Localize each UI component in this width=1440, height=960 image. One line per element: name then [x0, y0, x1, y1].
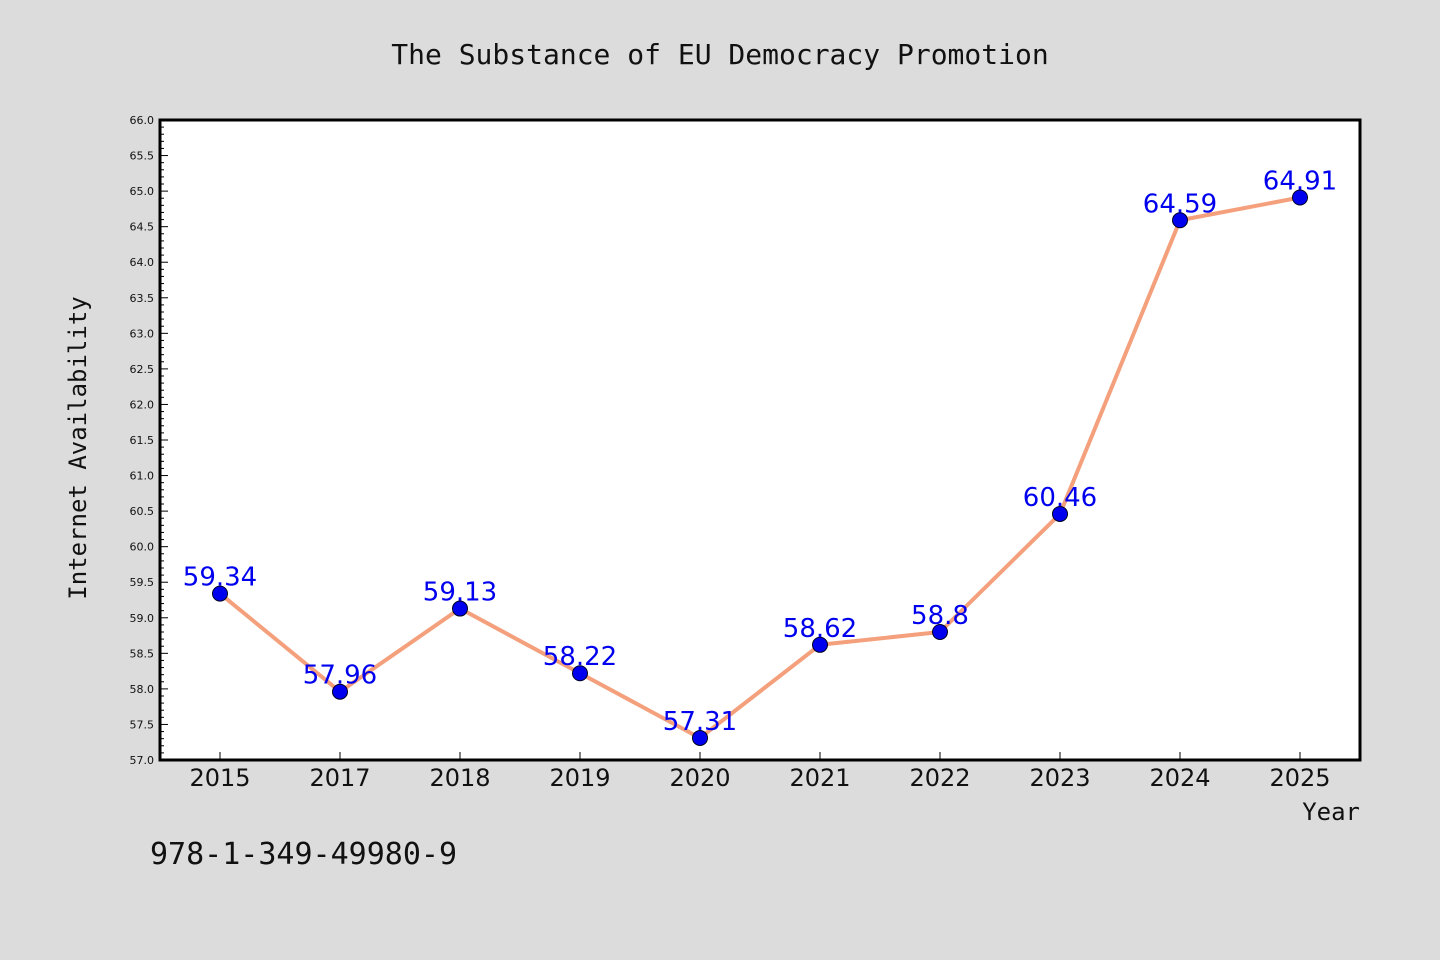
- x-tick-label: 2022: [909, 764, 970, 792]
- y-tick-label: 65.0: [130, 185, 155, 198]
- data-label: 64.91: [1263, 167, 1337, 197]
- y-tick-label: 63.5: [130, 292, 155, 305]
- data-point: [332, 683, 348, 700]
- isbn-text: 978-1-349-49980-9: [150, 837, 457, 872]
- y-tick-label: 58.5: [130, 647, 155, 660]
- y-axis-label: Internet Availability: [64, 296, 92, 599]
- data-point: [932, 624, 948, 640]
- data-label: 58.22: [543, 642, 617, 672]
- data-point: [1292, 189, 1308, 206]
- data-point: [1172, 212, 1188, 229]
- y-tick-label: 59.0: [130, 612, 155, 625]
- y-tick-label: 57.5: [130, 718, 155, 731]
- data-label: 64.59: [1143, 189, 1217, 219]
- data-point: [572, 665, 588, 682]
- y-tick-label: 60.5: [130, 505, 155, 518]
- data-label: 57.31: [663, 707, 737, 737]
- x-tick-label: 2018: [429, 764, 490, 792]
- x-tick-label: 2021: [789, 764, 850, 792]
- marker-group: [212, 189, 1308, 746]
- data-label: 60.46: [1023, 483, 1097, 513]
- data-label: 58.62: [783, 614, 857, 644]
- y-tick-label: 65.5: [130, 150, 155, 163]
- y-tick-label: 62.0: [130, 398, 155, 411]
- y-tick-label: 64.0: [130, 256, 155, 269]
- y-tick-label: 61.5: [130, 434, 155, 447]
- x-tick-label: 2017: [309, 764, 370, 792]
- data-label: 57.96: [303, 661, 377, 691]
- data-point: [812, 636, 828, 653]
- y-tick-label: 60.0: [130, 541, 155, 554]
- data-label: 59.13: [423, 578, 497, 608]
- data-label-group: 59.34 57.96 59.13 58.22 57.31 58.62 58.8 60.46 6…: [183, 167, 1337, 737]
- x-axis: 2015 2017 2018 2019 2020 2021 2022 2023 2024 2025: [189, 752, 1331, 792]
- data-point: [692, 729, 708, 746]
- data-label: 58.8: [911, 601, 969, 631]
- x-tick-label: 2025: [1269, 764, 1330, 792]
- chart-title: The Substance of EU Democracy Promotion: [391, 38, 1048, 71]
- y-tick-label: 62.5: [130, 363, 155, 376]
- plot-area: [158, 118, 1362, 762]
- data-point: [1052, 505, 1068, 522]
- x-tick-label: 2020: [669, 764, 730, 792]
- data-point: [212, 585, 228, 602]
- series-line: [218, 195, 1302, 740]
- x-axis-label: Year: [1302, 798, 1360, 826]
- x-tick-label: 2015: [189, 764, 250, 792]
- y-tick-label: 58.0: [130, 683, 155, 696]
- y-tick-label: 61.0: [130, 470, 155, 483]
- x-tick-label: 2024: [1149, 764, 1210, 792]
- data-label: 59.34: [183, 563, 257, 593]
- series-line-group: [218, 195, 1302, 740]
- y-tick-label: 66.0: [130, 114, 155, 127]
- x-tick-label: 2019: [549, 764, 610, 792]
- data-point: [452, 600, 468, 617]
- y-tick-label: 57.0: [130, 754, 155, 767]
- x-tick-label: 2023: [1029, 764, 1090, 792]
- y-tick-label: 64.5: [130, 221, 155, 234]
- y-tick-label: 63.0: [130, 327, 155, 340]
- y-axis: 57.0 57.5 58.0 58.5 59.0 59.5 60.0 60.5 61.0 61.5…: [130, 114, 168, 767]
- y-tick-label: 59.5: [130, 576, 155, 589]
